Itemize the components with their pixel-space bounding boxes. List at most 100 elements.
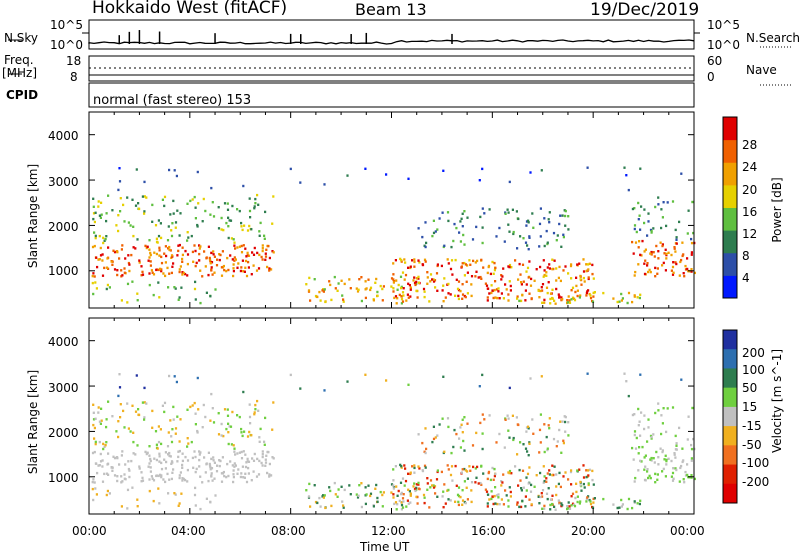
velocity-echo xyxy=(463,467,466,471)
velocity-echo xyxy=(321,495,324,498)
power-echo xyxy=(474,261,477,264)
power-echo xyxy=(525,283,528,286)
velocity-echo xyxy=(199,475,202,478)
power-echo xyxy=(637,246,640,249)
power-echo xyxy=(245,274,249,278)
velocity-colorbar-segment xyxy=(723,349,737,369)
power-echo xyxy=(543,273,546,277)
power-echo xyxy=(686,257,689,260)
freq-tick-top: 18 xyxy=(66,54,82,68)
power-echo xyxy=(323,183,326,186)
power-echo xyxy=(649,270,652,274)
power-echo xyxy=(654,266,657,270)
velocity-echo xyxy=(248,403,251,406)
power-echo xyxy=(236,246,239,249)
velocity-echo xyxy=(503,446,506,449)
velocity-echo xyxy=(507,429,510,432)
velocity-echo xyxy=(257,473,261,476)
power-echo xyxy=(194,264,197,268)
velocity-echo xyxy=(141,401,144,404)
power-echo xyxy=(528,292,531,295)
power-echo xyxy=(212,250,215,253)
velocity-echo xyxy=(417,481,420,485)
power-echo xyxy=(429,280,432,283)
velocity-echo xyxy=(661,470,664,473)
power-echo xyxy=(148,248,151,251)
xtick-2000: 20:00 xyxy=(571,524,606,538)
power-echo xyxy=(135,168,138,171)
power-echo xyxy=(488,208,491,211)
power-echo xyxy=(117,188,120,192)
power-echo xyxy=(209,213,212,216)
power-echo xyxy=(355,287,358,290)
power-echo xyxy=(231,204,234,208)
velocity-echo xyxy=(612,503,615,506)
power-echo xyxy=(585,294,588,297)
power-echo xyxy=(96,265,99,269)
velocity-echo xyxy=(134,410,138,413)
velocity-echo xyxy=(102,447,105,451)
power-echo xyxy=(638,214,641,217)
velocity-echo xyxy=(91,451,95,455)
power-echo xyxy=(555,279,558,282)
velocity-echo xyxy=(639,459,642,463)
power-echo xyxy=(463,243,466,246)
velocity-echo xyxy=(264,464,267,467)
velocity-echo xyxy=(118,373,121,376)
power-echo xyxy=(346,174,349,177)
power-echo xyxy=(246,254,249,257)
power-echo xyxy=(568,299,571,302)
velocity-echo xyxy=(524,447,528,450)
power-echo xyxy=(441,289,444,292)
velocity-echo xyxy=(396,503,399,506)
power-echo xyxy=(508,180,511,184)
velocity-echo xyxy=(682,459,685,462)
power-echo xyxy=(360,276,363,279)
velocity-echo xyxy=(578,468,581,471)
velocity-echo xyxy=(407,383,410,386)
velocity-echo xyxy=(506,414,509,417)
power-echo xyxy=(463,261,466,265)
power-echo xyxy=(692,231,695,235)
velocity-echo xyxy=(654,472,657,476)
velocity-echo xyxy=(342,504,345,507)
velocity-echo xyxy=(479,481,482,485)
velocity-echo xyxy=(508,436,511,439)
velocity-echo xyxy=(432,425,435,428)
power-echo xyxy=(464,295,467,299)
velocity-echo xyxy=(546,472,549,475)
velocity-echo xyxy=(575,490,578,494)
power-echo xyxy=(543,301,546,304)
power-echo xyxy=(412,279,415,282)
power-echo xyxy=(407,177,410,180)
velocity-echo xyxy=(635,436,638,440)
power-echo xyxy=(493,261,496,265)
velocity-echo xyxy=(252,459,256,462)
power-echo xyxy=(160,269,163,273)
power-echo xyxy=(268,256,271,260)
power-echo xyxy=(152,273,156,276)
velocity-echo xyxy=(492,478,495,481)
power-echo xyxy=(535,268,538,271)
velocity-echo xyxy=(268,475,271,478)
velocity-echo xyxy=(631,446,634,450)
power-echo xyxy=(500,278,503,281)
power-ytick-1000: 1000 xyxy=(48,264,79,278)
velocity-echo xyxy=(261,455,264,459)
velocity-echo xyxy=(508,469,512,473)
velocity-echo xyxy=(616,506,619,510)
power-echo xyxy=(229,219,233,222)
velocity-echo xyxy=(210,457,213,461)
power-echo xyxy=(670,253,673,257)
velocity-echo xyxy=(517,484,520,487)
velocity-echo xyxy=(518,468,521,472)
velocity-echo xyxy=(392,493,395,496)
velocity-echo xyxy=(406,499,409,502)
velocity-echo xyxy=(208,462,211,466)
velocity-echo xyxy=(459,446,462,449)
velocity-echo xyxy=(165,460,168,464)
power-echo xyxy=(591,263,594,267)
power-echo xyxy=(494,280,497,283)
velocity-echo xyxy=(480,483,483,486)
velocity-echo xyxy=(543,423,546,426)
